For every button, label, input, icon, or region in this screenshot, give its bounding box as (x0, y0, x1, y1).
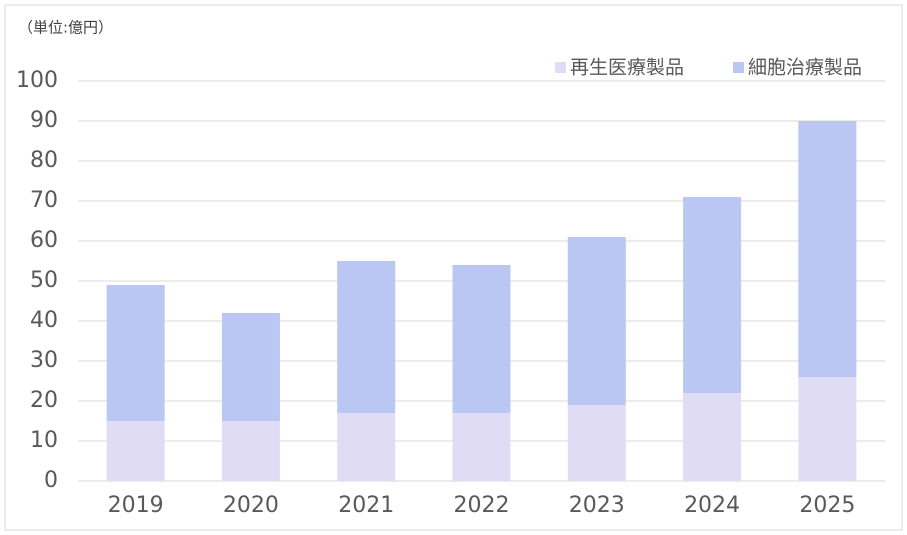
bar-segment (798, 377, 857, 481)
x-tick-label: 2021 (338, 493, 394, 518)
chart-subtitle: （単位:億円） (18, 19, 113, 37)
bar-segment (567, 237, 626, 405)
x-tick-label: 2022 (454, 493, 510, 518)
bar-segment (106, 421, 165, 481)
y-tick-label: 70 (30, 188, 58, 213)
y-tick-label: 30 (30, 348, 58, 373)
bar-segment (221, 421, 280, 481)
bar-segment (221, 313, 280, 421)
bar-segment (683, 393, 742, 481)
x-tick-label: 2025 (799, 493, 855, 518)
x-tick-label: 2024 (684, 493, 740, 518)
bar-segment (106, 285, 165, 421)
x-tick-label: 2020 (223, 493, 279, 518)
y-tick-label: 60 (30, 228, 58, 253)
bar-segment (683, 197, 742, 393)
y-tick-label: 10 (30, 428, 58, 453)
x-tick-label: 2023 (569, 493, 625, 518)
bar-segment (337, 413, 396, 481)
bar-segment (452, 265, 511, 413)
legend-label: 再生医療製品 (570, 57, 684, 79)
y-tick-label: 80 (30, 148, 58, 173)
bar-segment (337, 261, 396, 413)
bar-segment (567, 405, 626, 481)
bar-segment (452, 413, 511, 481)
y-tick-label: 90 (30, 108, 58, 133)
y-tick-label: 50 (30, 268, 58, 293)
y-tick-label: 0 (44, 468, 58, 493)
legend-swatch (555, 62, 566, 73)
x-tick-label: 2019 (108, 493, 164, 518)
legend-swatch (733, 62, 744, 73)
bar-segment (798, 121, 857, 377)
y-tick-label: 40 (30, 308, 58, 333)
legend-label: 細胞治療製品 (748, 57, 862, 79)
y-tick-label: 100 (16, 68, 58, 93)
y-tick-label: 20 (30, 388, 58, 413)
